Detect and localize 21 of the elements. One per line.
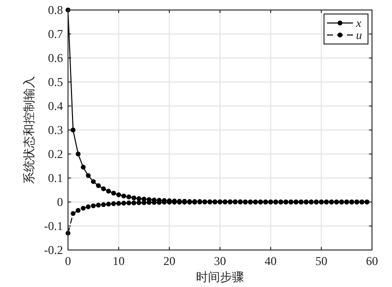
x-tick-label: 30	[214, 254, 226, 268]
x-tick-label: 40	[264, 254, 277, 268]
y-tick-label: 0.2	[48, 147, 63, 161]
legend-label: x	[355, 16, 362, 30]
x-tick-label: 60	[366, 254, 378, 268]
legend-label: u	[356, 28, 362, 42]
y-tick-label: 0.7	[48, 27, 63, 41]
x-axis-title: 时间步骤	[196, 270, 244, 284]
y-tick-label: 0	[57, 195, 63, 209]
y-axis-title: 系统状态和控制输入	[22, 76, 36, 184]
y-tick-label: -0.1	[44, 219, 63, 233]
y-tick-label: 0.4	[48, 99, 63, 113]
x-tick-label: 10	[112, 254, 125, 268]
y-tick-label: 0.3	[48, 123, 63, 137]
y-tick-label: 0.6	[48, 51, 63, 65]
y-tick-label: 0.8	[48, 3, 63, 17]
y-tick-label: 0.1	[48, 171, 63, 185]
x-tick-label: 20	[163, 254, 176, 268]
x-tick-label: 50	[315, 254, 328, 268]
y-tick-label: 0.5	[48, 75, 63, 89]
y-tick-label: -0.2	[44, 243, 63, 257]
